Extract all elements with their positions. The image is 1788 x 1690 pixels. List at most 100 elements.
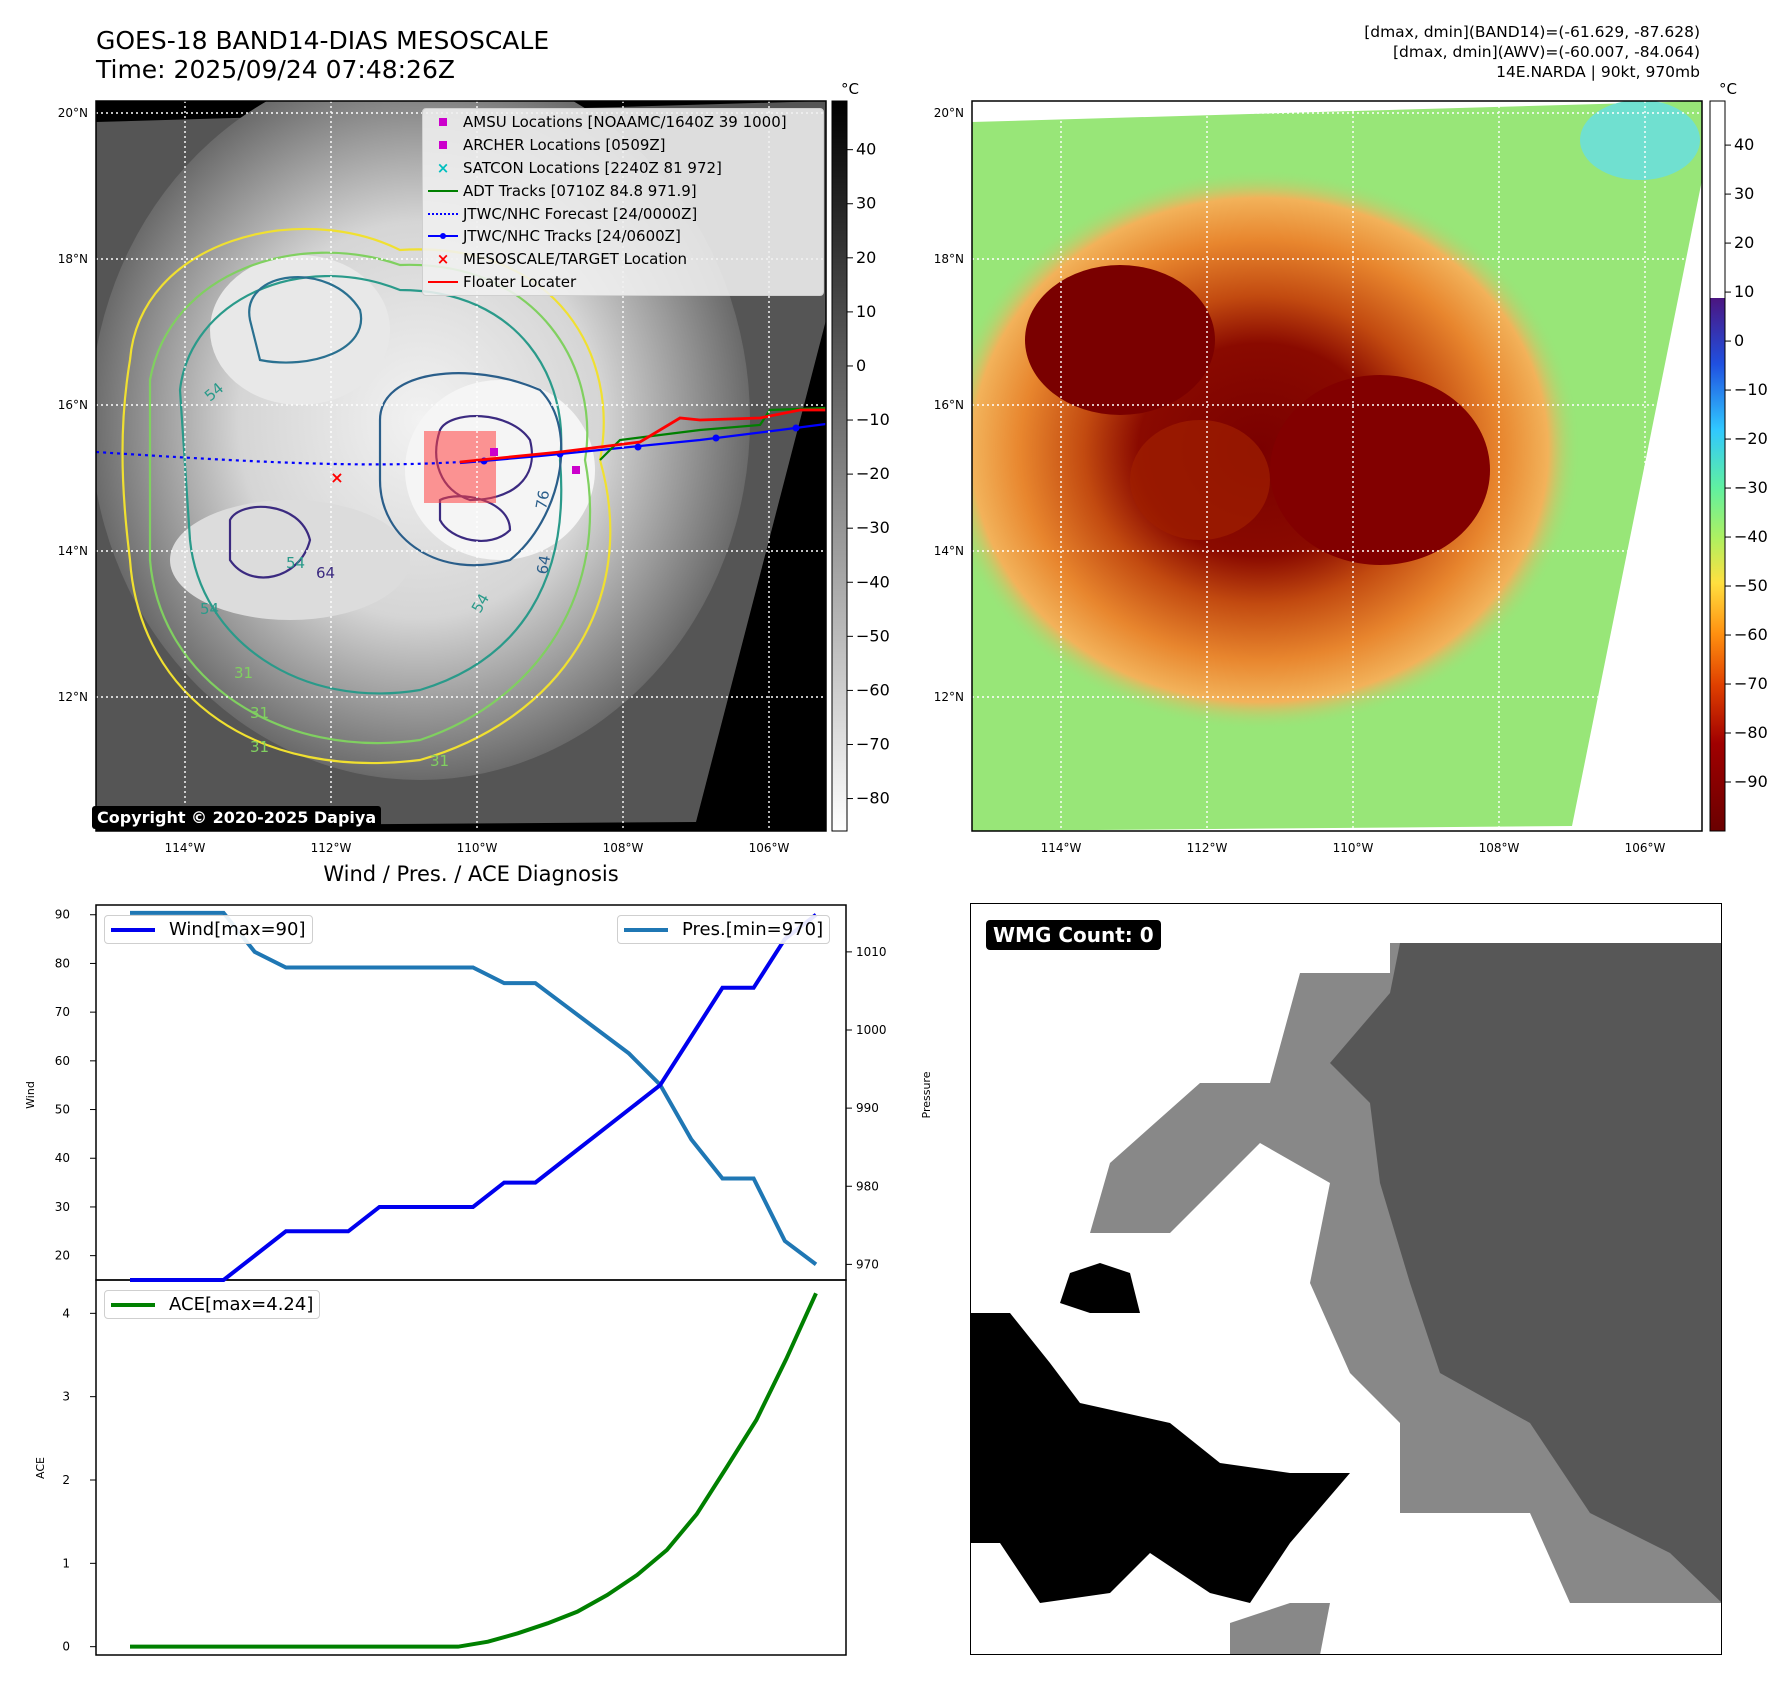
right-lat-label: 20°N	[934, 106, 964, 120]
colorbar-tick-label: −20	[1734, 429, 1768, 448]
wind-legend: Wind[max=90]	[104, 915, 313, 944]
ace-tick-label: 4	[62, 1306, 70, 1320]
ir-colorbar	[831, 100, 848, 832]
ace-legend: ACE[max=4.24]	[104, 1290, 321, 1319]
title-line-2: Time: 2025/09/24 07:48:26Z	[96, 55, 455, 84]
wind-tick-label: 40	[55, 1151, 70, 1165]
colorbar-tick-label: −10	[1734, 380, 1768, 399]
contour-label: 64	[316, 564, 335, 582]
ace-plot-frame	[95, 1279, 847, 1656]
ace-legend-label: ACE[max=4.24]	[169, 1294, 314, 1315]
colorbar-tick-label: −80	[856, 789, 890, 808]
pressure-tick-label: 990	[856, 1101, 879, 1115]
left-lon-label: 108°W	[603, 841, 644, 855]
colorbar-tick-label: −40	[856, 572, 890, 591]
left-lon-label: 112°W	[311, 841, 352, 855]
left-lat-label: 12°N	[58, 690, 88, 704]
legend-row: JTWC/NHC Tracks [24/0600Z]	[423, 225, 823, 248]
right-lat-label: 18°N	[934, 252, 964, 266]
wind-plot-frame	[95, 904, 847, 1281]
contour-label: 54	[200, 600, 219, 618]
colorbar-tick-label: −90	[1734, 772, 1768, 791]
figure-title: GOES-18 BAND14-DIAS MESOSCALE Time: 2025…	[96, 26, 549, 84]
wind-tick-label: 50	[55, 1103, 70, 1117]
wind-line-icon	[111, 927, 155, 932]
diagnosis-chart-svg: 90 80 70 60 50 40 30 20 1010 1000 990 980 970 4 3 2 1 0…	[24, 904, 933, 1656]
title-line-1: GOES-18 BAND14-DIAS MESOSCALE	[96, 26, 550, 55]
awv-map-frame	[971, 100, 1703, 832]
right-lat-label: 12°N	[934, 690, 964, 704]
left-lat-label: 14°N	[58, 544, 88, 558]
colorbar-tick-label: −70	[856, 734, 890, 753]
colorbar-tick-label: −50	[1734, 576, 1768, 595]
colorbar-tick-label: 40	[856, 140, 876, 159]
legend-row: ADT Tracks [0710Z 84.8 971.9]	[423, 179, 823, 202]
wind-tick-label: 70	[55, 1005, 70, 1019]
colorbar-tick-label: 20	[1734, 233, 1754, 252]
wind-axis-label: Wind	[24, 1081, 37, 1109]
wind-legend-label: Wind[max=90]	[169, 919, 306, 940]
legend-row: JTWC/NHC Forecast [24/0000Z]	[423, 202, 823, 225]
legend-label: MESOSCALE/TARGET Location	[463, 250, 688, 269]
wind-tick-label: 20	[55, 1249, 70, 1263]
ace-tick-label: 3	[62, 1390, 70, 1404]
legend-row: × SATCON Locations [2240Z 81 972]	[423, 157, 823, 180]
left-lat-label: 16°N	[58, 398, 88, 412]
wind-series-line	[130, 913, 818, 1282]
left-lon-label: 114°W	[165, 841, 206, 855]
colorbar-tick-label: −50	[856, 626, 890, 645]
x-marker-icon: ×	[436, 250, 450, 269]
stats-header: [dmax, dmin](BAND14)=(-61.629, -87.628) …	[1364, 22, 1700, 82]
legend-label: JTWC/NHC Tracks [24/0600Z]	[463, 227, 681, 246]
pressure-tick-label: 1000	[856, 1023, 887, 1037]
legend-label: ARCHER Locations [0509Z]	[463, 136, 666, 155]
ir-map-legend: AMSU Locations [NOAAMC/1640Z 39 1000] AR…	[422, 108, 824, 297]
pressure-legend-label: Pres.[min=970]	[682, 919, 824, 940]
right-lat-label: 16°N	[934, 398, 964, 412]
right-lon-label: 112°W	[1187, 841, 1228, 855]
pressure-tick-label: 970	[856, 1257, 879, 1271]
contour-label: 31	[430, 752, 449, 770]
contour-label: 31	[250, 738, 269, 756]
line-marker-icon	[423, 272, 463, 292]
colorbar-tick-label: −40	[1734, 527, 1768, 546]
contour-label: 64	[533, 554, 554, 576]
left-lon-label: 106°W	[749, 841, 790, 855]
colorbar-tick-label: −10	[856, 410, 890, 429]
diagnosis-title: Wind / Pres. / ACE Diagnosis	[323, 862, 619, 886]
ace-tick-label: 2	[62, 1473, 70, 1487]
legend-label: SATCON Locations [2240Z 81 972]	[463, 158, 722, 177]
wind-tick-label: 90	[55, 908, 70, 922]
contour-label: 31	[250, 704, 269, 722]
ir-colorbar-unit: °C	[841, 80, 859, 98]
copyright-badge: Copyright © 2020-2025 Dapiya	[92, 806, 382, 829]
square-marker-icon	[423, 135, 463, 155]
contour-label: 54	[286, 554, 305, 572]
legend-label: JTWC/NHC Forecast [24/0000Z]	[463, 204, 698, 223]
awv-imagery	[972, 101, 1702, 831]
ace-line-icon	[111, 1302, 155, 1307]
legend-row: AMSU Locations [NOAAMC/1640Z 39 1000]	[423, 111, 823, 134]
ace-axis-label: ACE	[34, 1457, 47, 1479]
stats-line-3: 14E.NARDA | 90kt, 970mb	[1496, 63, 1700, 81]
right-lat-label: 14°N	[934, 544, 964, 558]
awv-colorbar-unit: °C	[1719, 80, 1737, 98]
colorbar-tick-label: −60	[1734, 625, 1768, 644]
x-marker-icon: ×	[436, 158, 450, 177]
colorbar-tick-label: 40	[1734, 135, 1754, 154]
colorbar-tick-label: 30	[856, 194, 876, 213]
colorbar-tick-label: 0	[856, 356, 866, 375]
legend-label: ADT Tracks [0710Z 84.8 971.9]	[463, 181, 697, 200]
colorbar-tick-label: −30	[1734, 478, 1768, 497]
right-lon-label: 110°W	[1333, 841, 1374, 855]
pressure-tick-label: 1010	[856, 945, 887, 959]
right-lon-label: 106°W	[1625, 841, 1666, 855]
legend-row: × MESOSCALE/TARGET Location	[423, 248, 823, 271]
colorbar-tick-label: 30	[1734, 184, 1754, 203]
wind-tick-label: 30	[55, 1200, 70, 1214]
square-marker-icon	[423, 112, 463, 132]
pressure-line-icon	[624, 927, 668, 932]
ace-series-line	[130, 1292, 818, 1649]
wmg-count-badge: WMG Count: 0	[986, 920, 1161, 950]
pressure-axis-label: Pressure	[920, 1071, 933, 1118]
